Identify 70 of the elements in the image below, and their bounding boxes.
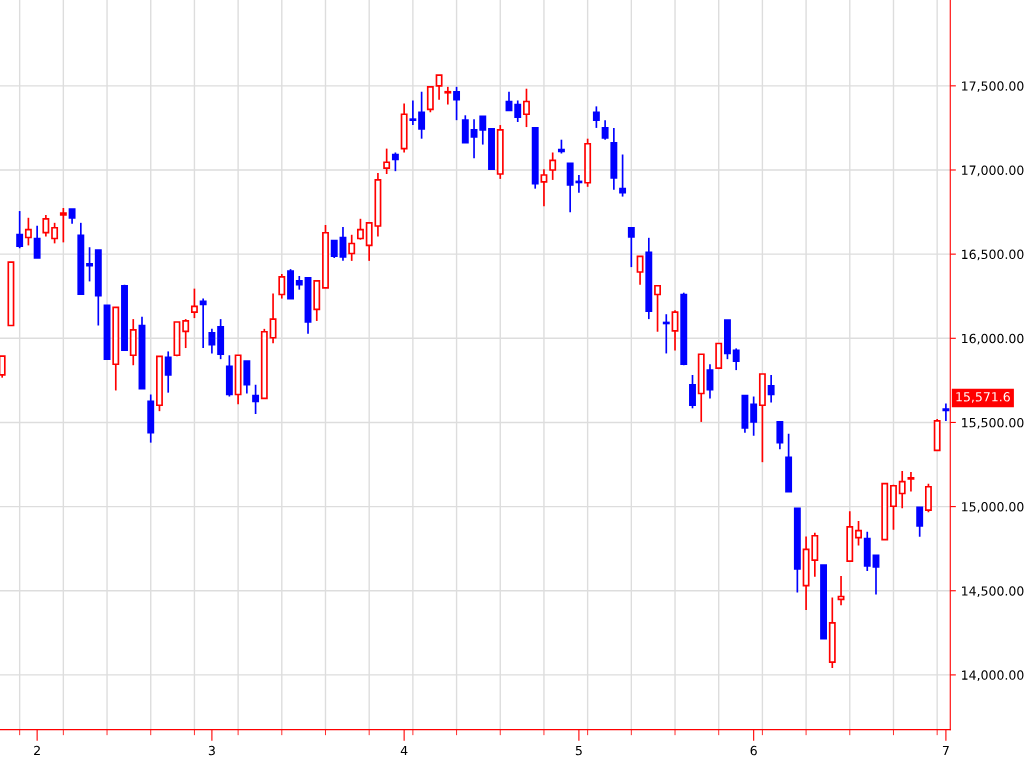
candlestick <box>86 246 94 283</box>
candlestick <box>24 216 32 247</box>
candlestick <box>208 328 216 355</box>
candlestick <box>348 233 356 262</box>
candlestick <box>199 297 207 349</box>
candlestick <box>592 105 600 129</box>
candlestick <box>549 151 557 181</box>
candlestick <box>924 482 932 513</box>
candlestick <box>627 227 635 268</box>
candlestick <box>837 575 845 607</box>
candlestick <box>898 470 906 510</box>
candlestick <box>391 151 399 173</box>
y-tick-label: 16,000.00 <box>962 333 1024 345</box>
x-tick-label: 5 <box>575 745 582 756</box>
y-tick-label: 15,000.00 <box>962 502 1024 513</box>
candlestick <box>51 222 59 245</box>
candlestick <box>16 210 24 250</box>
y-tick-label: 15,500.00 <box>962 417 1024 429</box>
candlestick <box>767 374 775 404</box>
candlestick <box>689 374 696 410</box>
text: 15,571.6 <box>956 392 1010 403</box>
candlestick <box>540 168 548 208</box>
candlestick <box>269 292 277 345</box>
y-tick-label: 17,000.00 <box>962 165 1024 177</box>
candlestick <box>907 471 915 493</box>
candlestick <box>278 273 286 300</box>
candlestick <box>164 350 172 394</box>
candlestick <box>243 360 251 395</box>
candlestick <box>636 255 644 286</box>
x-tick-label: 7 <box>942 745 949 756</box>
candlestick <box>59 207 67 244</box>
candlestick <box>942 402 950 422</box>
candlestick <box>671 309 679 352</box>
candlestick <box>601 119 609 141</box>
candlestick <box>33 224 41 259</box>
candlestick <box>514 99 522 123</box>
x-tick-label: 6 <box>750 745 757 756</box>
candlestick <box>732 347 740 371</box>
candlestick <box>654 284 662 333</box>
candlestick <box>523 87 530 128</box>
x-tick-label: 4 <box>400 745 408 756</box>
candlestick <box>356 217 364 241</box>
candlestick <box>855 520 862 547</box>
candlestick <box>619 153 627 198</box>
y-tick-label: 14,000.00 <box>962 670 1024 682</box>
candlestick <box>444 86 452 106</box>
candlestick <box>890 483 897 531</box>
candlestick <box>0 355 6 379</box>
candlestick <box>409 99 417 126</box>
candlestick <box>750 395 758 437</box>
x-tick-label: 2 <box>34 745 40 756</box>
x-tick-label: 3 <box>208 745 215 756</box>
candlestick <box>252 383 260 415</box>
candlestick <box>453 86 461 122</box>
candlestick <box>872 554 880 596</box>
candlestick <box>479 115 487 146</box>
candlestick <box>418 90 426 140</box>
candlestick <box>383 147 391 175</box>
y-tick-label: 14,500.00 <box>962 586 1024 597</box>
candlestick <box>190 287 198 319</box>
candlestick <box>426 86 434 114</box>
candlestick <box>776 421 784 451</box>
candlestick <box>470 118 478 160</box>
y-tick-label: 16,500.00 <box>962 249 1024 261</box>
candlestick <box>182 318 190 349</box>
candlestick <box>461 114 469 144</box>
candlestick <box>916 506 924 538</box>
candlestick <box>42 214 50 238</box>
candlestick <box>435 74 443 101</box>
y-tick-label: 17,500.00 <box>962 81 1024 93</box>
